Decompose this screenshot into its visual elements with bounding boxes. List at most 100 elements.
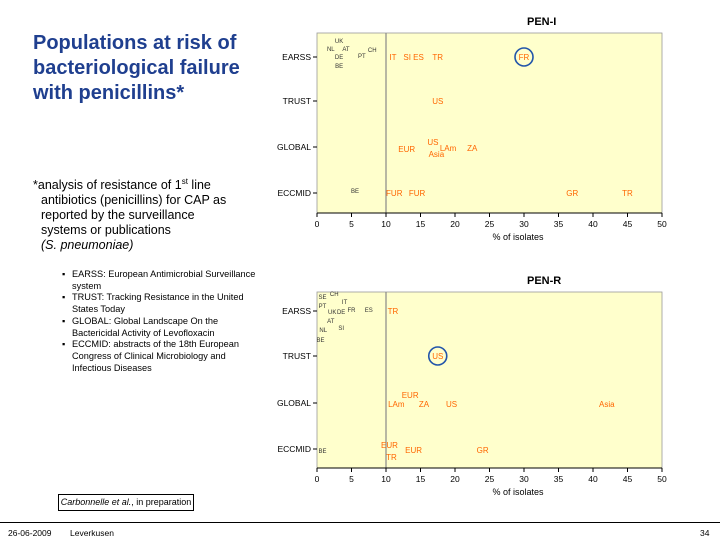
pen-i-point-label: FR <box>519 53 530 62</box>
pen-r-x-tick-label: 10 <box>381 474 391 484</box>
pen-i-point-label: US <box>432 97 443 106</box>
page-number: 34 <box>700 528 710 538</box>
pen-r-category-label-eccmid: ECCMID <box>277 444 311 454</box>
pen-r-point-label: TR <box>388 307 399 316</box>
pen-r-category-label-earss: EARSS <box>282 306 311 316</box>
pen-r-point-label: CH <box>330 292 339 298</box>
pen-r-x-tick-label: 30 <box>519 474 529 484</box>
pen-i-point-label: GR <box>566 189 578 198</box>
pen-r-point-label: DE <box>337 310 345 316</box>
pen-i-point-label: Asia <box>429 150 445 159</box>
pen-i-point-label: ZA <box>467 144 478 153</box>
pen-i-point-label: NL <box>327 47 335 53</box>
pen-i-category-label-eccmid: ECCMID <box>277 188 311 198</box>
pen-i-point-label: SI ES <box>403 53 423 62</box>
pen-r-point-label: LAm <box>388 400 405 409</box>
pen-r-point-label: NL <box>319 328 327 334</box>
pen-r-point-label: EUR <box>381 441 398 450</box>
note-line-1a: *analysis of resistance of 1 <box>33 178 182 193</box>
pen-i-category-label-global: GLOBAL <box>277 142 311 152</box>
pen-i-x-tick-label: 25 <box>485 219 495 229</box>
pen-r-point-label: IT <box>342 300 348 306</box>
reference-box: Carbonnelle et al., in preparation <box>58 494 194 511</box>
pen-i-point-label: TR <box>622 189 633 198</box>
pen-i-point-label: AT <box>342 47 350 53</box>
pen-r-point-label: TR <box>386 453 397 462</box>
pen-r-point-label: US <box>446 400 457 409</box>
pen-i-point-label: FUR <box>386 189 403 198</box>
pen-r-category-label-trust: TRUST <box>283 351 311 361</box>
pen-r-plot-area <box>316 291 663 469</box>
footer-place: Leverkusen <box>70 528 114 538</box>
pen-i-category-label-earss: EARSS <box>282 52 311 62</box>
pen-r-point-label: SE <box>319 295 327 301</box>
abbreviation-legend: EARSS: European Antimicrobial Surveillan… <box>60 269 260 374</box>
page-title: Populations at risk of bacteriological f… <box>33 32 240 104</box>
note-line-1b: line <box>187 178 211 193</box>
pen-r-point-label: SI <box>338 326 344 332</box>
pen-i-x-tick-label: 15 <box>416 219 426 229</box>
pen-r-point-label: EUR <box>405 446 422 455</box>
pen-i-x-tick-label: 50 <box>657 219 667 229</box>
pen-r-x-tick-label: 25 <box>485 474 495 484</box>
pen-r-category-label-global: GLOBAL <box>277 398 311 408</box>
pen-r-point-label: UK <box>328 310 336 316</box>
pen-i-point-label: UK <box>335 39 343 45</box>
note-line-5: (S. pneumoniae) <box>41 238 134 253</box>
legend-item-global: GLOBAL: Global Landscape On the Bacteric… <box>60 316 260 339</box>
pen-i-point-label: LAm <box>440 144 457 153</box>
legend-item-eccmid: ECCMID: abstracts of the 18th European C… <box>60 339 260 374</box>
pen-i-x-tick-label: 10 <box>381 219 391 229</box>
pen-r-x-tick-label: 15 <box>416 474 426 484</box>
pen-i-point-label: BE <box>351 189 359 195</box>
pen-i-point-label: US <box>427 138 438 147</box>
pen-r-title: PEN-R <box>527 275 561 287</box>
pen-i-title: PEN-I <box>527 16 556 28</box>
pen-i-x-axis-label: % of isolates <box>493 232 545 242</box>
pen-r-x-tick-label: 45 <box>623 474 633 484</box>
pen-i-x-tick-label: 45 <box>623 219 633 229</box>
legend-item-trust: TRUST: Tracking Resistance in the United… <box>60 292 260 315</box>
pen-i-x-tick-label: 30 <box>519 219 529 229</box>
pen-i-x-tick-label: 20 <box>450 219 460 229</box>
note-line-2: antibiotics (penicillins) for CAP as <box>41 193 227 208</box>
pen-r-point-label: BE <box>319 449 327 455</box>
pen-i-x-tick-label: 35 <box>554 219 564 229</box>
pen-i-point-label: FUR <box>409 189 426 198</box>
pen-r-highlight-circle <box>427 346 448 366</box>
pen-i-category-label-trust: TRUST <box>283 96 311 106</box>
pen-r-point-label: ZA <box>419 400 430 409</box>
pen-r-x-tick-label: 50 <box>657 474 667 484</box>
pen-i-point-label: PT <box>358 54 366 60</box>
pen-i-highlight-circle <box>514 47 534 67</box>
pen-r-x-tick-label: 20 <box>450 474 460 484</box>
pen-r-x-tick-label: 35 <box>554 474 564 484</box>
pen-i-plot-area <box>316 32 663 214</box>
pen-r-point-label: FR <box>348 308 357 314</box>
footer-divider <box>0 522 720 523</box>
pen-i-point-label: BE <box>335 64 343 70</box>
legend-item-earss: EARSS: European Antimicrobial Surveillan… <box>60 269 260 292</box>
note-line-4: systems or publications <box>41 223 171 238</box>
pen-i-point-label: CH <box>368 48 377 54</box>
reference-author: Carbonnelle et al. <box>60 497 132 507</box>
pen-r-x-tick-label: 5 <box>349 474 354 484</box>
note-line-3: reported by the surveillance <box>41 208 195 223</box>
pen-r-x-tick-label: 40 <box>588 474 598 484</box>
pen-i-point-label: EUR <box>398 145 415 154</box>
pen-r-point-label: PT <box>319 304 327 310</box>
pen-i-point-label: IT <box>389 53 396 62</box>
pen-r-x-axis-label: % of isolates <box>493 487 545 497</box>
pen-r-point-label: GR <box>477 446 489 455</box>
footnote-text: *analysis of resistance of 1st line anti… <box>33 174 263 253</box>
pen-r-point-label: US <box>432 352 443 361</box>
pen-i-point-label: TR <box>432 53 443 62</box>
reference-rest: , in preparation <box>131 497 192 507</box>
pen-i-x-tick-label: 40 <box>588 219 598 229</box>
pen-i-x-tick-label: 5 <box>349 219 354 229</box>
pen-i-x-tick-label: 0 <box>315 219 320 229</box>
pen-r-point-label: ES <box>365 308 373 314</box>
note-line-1-sup: st <box>181 177 188 186</box>
pen-r-point-label: Asia <box>599 400 615 409</box>
